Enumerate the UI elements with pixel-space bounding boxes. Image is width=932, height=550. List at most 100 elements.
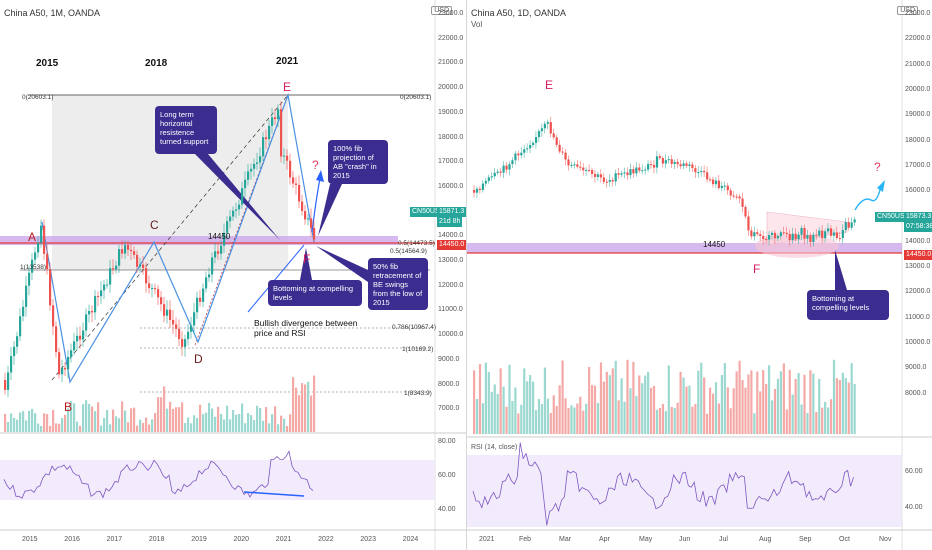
candle-body	[794, 233, 797, 240]
volume-bar	[523, 368, 526, 434]
price-axis-label: 8000.0	[438, 380, 460, 388]
volume-bar	[635, 395, 638, 434]
price-axis-label: 22000.0	[905, 35, 931, 43]
candle-body	[52, 305, 55, 327]
volume-bar	[537, 399, 541, 434]
price-axis-label: 10000.0	[905, 338, 931, 346]
volume-bar	[178, 407, 181, 432]
candle-body	[82, 330, 85, 340]
candle-body	[244, 179, 247, 189]
volume-bar	[58, 423, 61, 432]
volume-bar	[13, 417, 16, 432]
candle-body	[703, 170, 706, 173]
volume-bar	[735, 371, 738, 434]
projection-arrow-head	[877, 180, 885, 192]
candle-body	[490, 176, 493, 178]
volume-bar	[214, 416, 217, 432]
candle-body	[785, 232, 788, 235]
candle-body	[709, 179, 712, 181]
volume-bar	[847, 382, 850, 434]
candle-body	[635, 167, 638, 174]
price-axis-label: 19000.0	[905, 111, 931, 119]
volume-bar	[652, 385, 656, 434]
candle-body	[853, 219, 856, 223]
candle-body	[626, 172, 629, 176]
candle-body	[723, 185, 726, 187]
volume-bar	[694, 404, 697, 434]
volume-bar	[756, 371, 759, 434]
volume-bar	[28, 410, 31, 432]
pointer-projection	[318, 184, 342, 236]
volume-bar	[148, 424, 151, 432]
year-label-2018: 2018	[145, 58, 168, 69]
volume-bar	[567, 408, 570, 434]
candle-body	[641, 170, 644, 172]
point-e-label: E	[545, 78, 554, 92]
pointer-retracement	[316, 246, 368, 282]
price-axis-label: 20000.0	[905, 85, 931, 93]
volume-bar	[40, 425, 43, 432]
volume-bar	[262, 420, 265, 432]
candle-body	[184, 339, 187, 347]
point-b-label: B	[64, 400, 73, 414]
candle-body	[475, 188, 479, 193]
volume-bar	[697, 370, 700, 434]
candle-body	[611, 180, 614, 182]
annotation-projection[interactable]: 100% fib projection of AB "crash" in 201…	[328, 140, 388, 184]
volume-bar	[67, 408, 70, 432]
candle-body	[664, 160, 667, 164]
annotation-retracement[interactable]: 50% fib retracement of BE swings from th…	[368, 258, 428, 310]
candle-body	[670, 159, 673, 164]
volume-bar	[121, 401, 124, 432]
volume-bar	[844, 378, 847, 434]
monthly-chart-panel[interactable]: China A50, 1M, OANDA USD 2015 2018 2021 …	[0, 0, 466, 550]
rsi-axis-40: 40.00	[438, 506, 456, 513]
time-axis-label: Aug	[759, 536, 772, 543]
volume-bar	[130, 408, 133, 432]
volume-bar	[682, 377, 685, 434]
currency-button[interactable]: USD	[431, 6, 452, 15]
candle-body	[106, 284, 109, 286]
time-axis-label: Jun	[679, 536, 691, 543]
point-d-label: D	[194, 352, 203, 366]
candle-body	[741, 198, 744, 207]
candle-body	[67, 356, 70, 370]
fib-label-1c: 1(8343.9)	[404, 390, 432, 397]
candle-body	[307, 218, 310, 220]
candle-body	[133, 251, 136, 255]
volume-bar	[765, 383, 768, 434]
daily-chart-canvas[interactable]	[467, 0, 932, 550]
annotation-resistance[interactable]: Long term horizontal resistence turned s…	[155, 106, 217, 154]
candle-body	[788, 234, 791, 241]
currency-button[interactable]: USD	[897, 6, 918, 15]
candle-body	[720, 185, 723, 189]
volume-bar	[256, 405, 259, 432]
daily-chart-panel[interactable]: China A50, 1D, OANDA Vol USD E F 14450 B…	[466, 0, 932, 550]
volume-bar	[599, 362, 603, 434]
time-axis-label: 2017	[106, 536, 123, 543]
volume-bar	[605, 371, 608, 434]
volume-bar	[79, 425, 82, 432]
candle-body	[223, 232, 226, 246]
time-axis-label: Feb	[519, 536, 532, 543]
volume-bar	[576, 403, 579, 434]
volume-bar	[247, 413, 250, 432]
candle-body	[697, 172, 700, 174]
candle-body	[570, 165, 573, 167]
annotation-bottoming[interactable]: Bottoming at compelling levels	[807, 290, 889, 320]
candle-body	[40, 225, 43, 243]
fib-label-0786: 0.786(10967.4)	[392, 324, 437, 331]
volume-bar	[502, 386, 505, 434]
price-axis-label: 10000.0	[438, 331, 464, 339]
candle-body	[103, 284, 106, 291]
candle-body	[582, 167, 585, 171]
candle-body	[76, 335, 79, 342]
volume-bar	[841, 372, 844, 434]
volume-bar	[564, 398, 567, 434]
candle-body	[588, 169, 591, 171]
annotation-bottoming[interactable]: Bottoming at compelling levels	[268, 280, 362, 306]
volume-bar	[709, 387, 712, 434]
volume-bar	[223, 419, 226, 432]
candle-body	[88, 311, 91, 315]
candle-body	[753, 232, 756, 237]
